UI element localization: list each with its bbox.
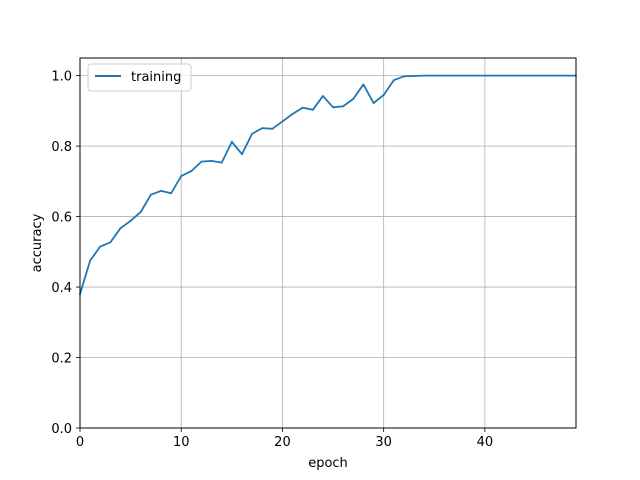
data-point xyxy=(484,74,486,77)
data-point xyxy=(180,175,183,177)
data-point xyxy=(271,127,274,130)
data-point xyxy=(109,241,112,244)
grid xyxy=(79,58,576,429)
y-tick-label: 0.0 xyxy=(51,422,72,437)
data-point xyxy=(230,140,233,143)
x-tick-label: 10 xyxy=(173,435,190,450)
data-point xyxy=(473,74,476,77)
x-tick-label: 40 xyxy=(477,435,494,450)
data-point xyxy=(352,97,355,100)
data-point xyxy=(514,74,517,77)
series-layer xyxy=(79,74,577,295)
x-tick-label: 0 xyxy=(76,435,84,450)
data-point xyxy=(139,211,142,213)
data-point xyxy=(190,170,193,173)
data-point xyxy=(403,75,405,78)
legend-label-training: training xyxy=(131,70,181,85)
data-point xyxy=(443,74,446,77)
data-point xyxy=(382,94,385,96)
y-tick-label: 0.8 xyxy=(51,140,72,155)
data-point xyxy=(413,75,415,77)
y-tick-label: 0.2 xyxy=(51,352,72,367)
data-point xyxy=(129,219,132,222)
y-tick-label: 0.6 xyxy=(51,211,72,226)
data-point xyxy=(311,108,314,111)
data-point xyxy=(322,95,324,97)
data-point xyxy=(251,132,253,135)
data-point xyxy=(524,74,527,77)
data-point xyxy=(99,245,102,248)
data-point xyxy=(170,192,173,195)
data-point xyxy=(554,74,557,77)
data-point xyxy=(362,83,365,86)
data-point xyxy=(119,227,122,230)
data-point xyxy=(301,106,304,109)
y-axis: 0.0 0.2 0.4 0.6 0.8 1.0 xyxy=(51,70,80,437)
legend: training xyxy=(87,63,192,92)
data-point xyxy=(160,189,162,192)
data-point xyxy=(261,127,264,130)
data-point xyxy=(241,153,243,156)
data-point xyxy=(149,193,152,196)
y-tick-label: 0.4 xyxy=(51,281,72,296)
x-axis: 0 10 20 30 40 xyxy=(76,428,493,450)
data-point xyxy=(433,74,436,77)
y-tick-label: 1.0 xyxy=(51,70,72,85)
x-tick-label: 20 xyxy=(274,435,291,450)
data-point xyxy=(200,160,203,163)
data-point xyxy=(342,105,345,108)
data-point xyxy=(534,74,537,77)
data-point xyxy=(494,74,496,77)
data-point xyxy=(291,113,294,115)
data-point xyxy=(332,106,334,109)
data-point xyxy=(544,74,547,77)
data-point xyxy=(463,74,466,77)
data-point xyxy=(453,74,456,77)
data-point xyxy=(504,74,507,77)
data-point xyxy=(423,74,426,77)
legend-box xyxy=(87,63,192,92)
y-axis-label: accuracy xyxy=(30,213,45,272)
series-line-training xyxy=(79,74,576,295)
plot-frame xyxy=(79,57,577,429)
data-point xyxy=(210,160,213,162)
data-point xyxy=(564,74,567,77)
x-tick-label: 30 xyxy=(375,435,392,450)
data-point xyxy=(281,120,284,123)
data-point xyxy=(220,161,223,164)
data-point xyxy=(89,259,92,262)
data-point xyxy=(392,79,395,82)
x-axis-label: epoch xyxy=(308,456,348,471)
data-point xyxy=(372,102,375,104)
